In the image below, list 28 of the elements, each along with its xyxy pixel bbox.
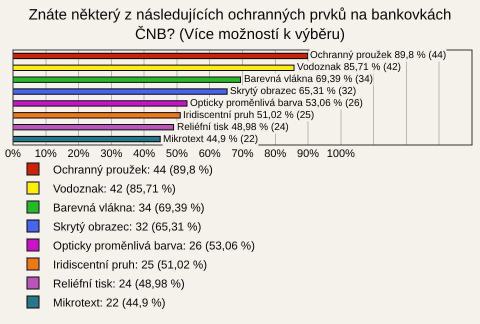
legend-label: Skrytý obrazec: 32 (65,31 %) bbox=[53, 221, 202, 234]
data-label: Vodoznak 85,71 % (42) bbox=[297, 62, 401, 73]
x-tick-label: 80% bbox=[264, 148, 287, 160]
legend-label: Reliéfní tisk: 24 (48,98 %) bbox=[53, 278, 185, 290]
legend-label: Opticky proměnlivá barva: 26 (53,06 %) bbox=[53, 240, 256, 252]
x-tick-label: 0% bbox=[5, 148, 22, 160]
x-tick-label: 50% bbox=[166, 148, 188, 160]
x-tick-label: 30% bbox=[100, 148, 123, 160]
legend-label: Barevná vlákna: 34 (69,39 %) bbox=[53, 202, 205, 214]
x-tick-label: 20% bbox=[68, 148, 90, 160]
data-label: Opticky proměnlivá barva 53,06 % (26) bbox=[190, 98, 363, 109]
data-label: Iridiscentní pruh 51,02 % (25) bbox=[183, 110, 314, 121]
x-tick-label: 70% bbox=[231, 148, 254, 160]
legend-label: Iridiscentní pruh: 25 (51,02 %) bbox=[53, 259, 208, 272]
x-tick-label: 40% bbox=[133, 148, 156, 160]
x-tick-label: 100% bbox=[326, 148, 356, 160]
legend-label: Ochranný proužek: 44 (89,8 %) bbox=[53, 164, 213, 176]
chart-title: Znáte některý z následujících ochranných prvků na bankovkách ČNB? (Více možností k výběru) bbox=[28, 6, 452, 43]
x-tick-label: 60% bbox=[198, 148, 221, 160]
x-tick-label: 90% bbox=[297, 148, 320, 160]
data-label: Reliéfní tisk 48,98 % (24) bbox=[177, 122, 289, 133]
data-label: Ochranný proužek 89,8 % (44) bbox=[310, 50, 446, 61]
x-tick-label: 10% bbox=[34, 148, 58, 160]
data-label: Barevná vlákna 69,39 % (34) bbox=[244, 74, 373, 85]
legend-label: Mikrotext: 22 (44,9 %) bbox=[53, 297, 166, 310]
data-label: Mikrotext 44,9 % (22) bbox=[163, 134, 258, 145]
data-label: Skrytý obrazec 65,31 % (32) bbox=[230, 86, 356, 97]
legend-label: Vodoznak: 42 (85,71 %) bbox=[53, 183, 176, 196]
